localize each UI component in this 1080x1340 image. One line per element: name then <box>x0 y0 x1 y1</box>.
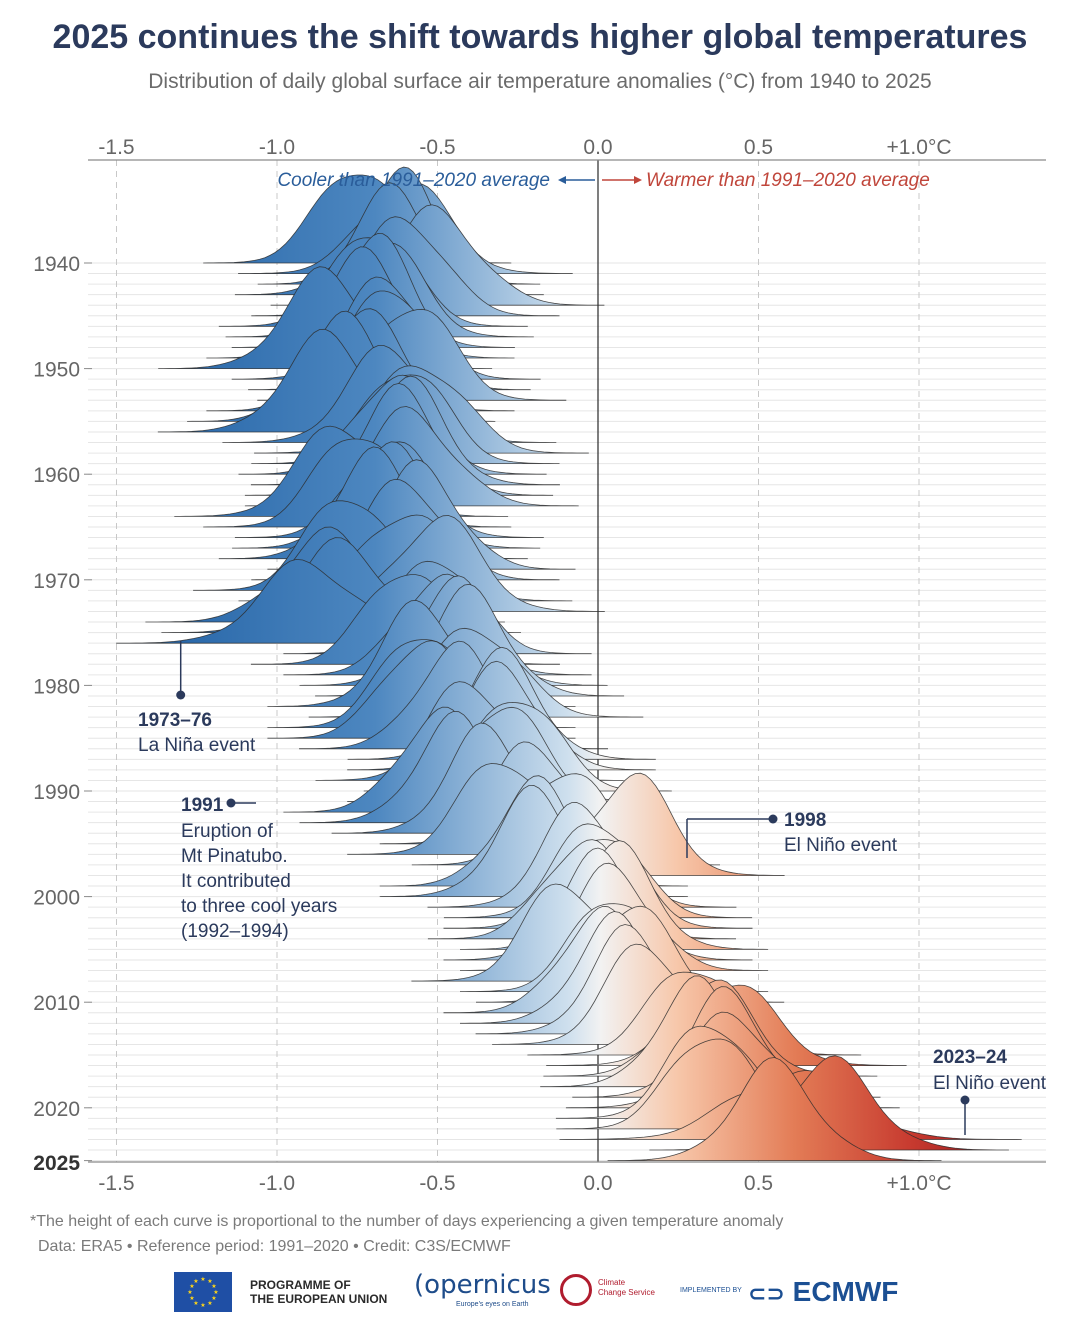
ecmwf-logo: ⊂⊃ ECMWF <box>748 1276 899 1307</box>
svg-text:★: ★ <box>189 1295 194 1302</box>
logo-bar: ★ ★ ★ ★ ★ ★ ★ ★ ★ ★ ★ ★ PROGRAMME OF THE EUROPEA… <box>0 1268 1080 1320</box>
annotation-title: 1991 <box>181 795 224 816</box>
climate-change-service-icon <box>560 1274 592 1306</box>
x-tick-label-top: +1.0°C <box>886 136 951 159</box>
svg-text:★: ★ <box>207 1278 212 1285</box>
cooler-arrow-head <box>558 176 566 184</box>
svg-text:★: ★ <box>189 1283 194 1290</box>
y-tick-label: 1950 <box>33 359 80 382</box>
ridge-2025 <box>607 1057 942 1161</box>
climate-change-service-text: Climate Change Service <box>598 1278 655 1297</box>
annotation-title: 2023–24 <box>933 1047 1007 1068</box>
svg-text:★: ★ <box>207 1300 212 1307</box>
x-tick-label-top: -1.5 <box>98 136 134 159</box>
svg-text:★: ★ <box>200 1302 205 1309</box>
page-title: 2025 continues the shift towards higher … <box>52 18 1028 56</box>
x-tick-label-bottom: 0.5 <box>744 1172 773 1195</box>
svg-text:★: ★ <box>211 1283 216 1290</box>
annotation-text: El Niño event <box>784 835 898 856</box>
annotation-title: 1998 <box>784 810 826 831</box>
x-tick-label-bottom: 0.0 <box>583 1172 612 1195</box>
annotation-title: 1973–76 <box>138 710 212 731</box>
page-subtitle: Distribution of daily global surface air… <box>148 70 932 93</box>
y-tick-label: 2000 <box>33 887 80 910</box>
annotation-text: to three cool years <box>181 896 337 917</box>
x-tick-label-bottom: -0.5 <box>419 1172 455 1195</box>
warmer-arrow-head <box>634 176 642 184</box>
y-tick-label: 1980 <box>33 675 80 698</box>
annotation-text: La Niña event <box>138 735 256 756</box>
y-tick-label: 2020 <box>33 1098 80 1121</box>
annotation-dot <box>176 690 186 700</box>
annotation-dot <box>960 1095 970 1105</box>
ridgeline-chart: -1.5 -1.5 -1.0 -1.0 -0.5 -0.5 0.0 0.0 0.5 0.5 +1.0… <box>33 136 1047 1195</box>
x-tick-label-bottom: -1.0 <box>259 1172 295 1195</box>
svg-text:★: ★ <box>193 1278 198 1285</box>
x-tick-label-bottom: +1.0°C <box>886 1172 951 1195</box>
annotations-layer: 1973–76 La Niña event 1991 Eruption of Mt Pi… <box>138 640 1047 1135</box>
svg-text:★: ★ <box>193 1300 198 1307</box>
annotation-dot <box>768 814 778 824</box>
ridges-layer <box>116 166 1022 1161</box>
y-tick-label: 1940 <box>33 253 80 276</box>
y-tick-label: 1970 <box>33 570 80 593</box>
x-tick-label-bottom: -1.5 <box>98 1172 134 1195</box>
y-tick-label: 2010 <box>33 992 80 1015</box>
footnote: *The height of each curve is proportiona… <box>30 1213 784 1230</box>
svg-text:★: ★ <box>213 1289 218 1296</box>
eu-flag-icon: ★ ★ ★ ★ ★ ★ ★ ★ ★ ★ ★ ★ <box>174 1272 232 1312</box>
annotation-text: El Niño event <box>933 1073 1047 1094</box>
cooler-label: Cooler than 1991–2020 average <box>277 170 550 191</box>
implemented-by-label: IMPLEMENTED BY <box>680 1287 742 1294</box>
svg-text:★: ★ <box>187 1289 192 1296</box>
annotation-text: (1992–1994) <box>181 921 289 942</box>
y-tick-label: 2025 <box>33 1152 80 1175</box>
axes-layer: -1.5 -1.5 -1.0 -1.0 -0.5 -0.5 0.0 0.0 0.5 0.5 +1.0… <box>33 136 1046 1195</box>
annotation-text: It contributed <box>181 871 291 892</box>
x-tick-label-top: 0.0 <box>583 136 612 159</box>
svg-text:★: ★ <box>211 1295 216 1302</box>
source-credit: Data: ERA5 • Reference period: 1991–2020… <box>38 1238 511 1255</box>
x-tick-label-top: 0.5 <box>744 136 773 159</box>
svg-text:★: ★ <box>200 1276 205 1283</box>
copernicus-tagline: Europe's eyes on Earth <box>456 1301 529 1308</box>
annotation-text: Mt Pinatubo. <box>181 846 288 867</box>
x-tick-label-top: -0.5 <box>419 136 455 159</box>
eu-programme-text: PROGRAMME OF THE EUROPEAN UNION <box>250 1278 388 1306</box>
y-tick-label: 1960 <box>33 464 80 487</box>
warmer-label: Warmer than 1991–2020 average <box>646 170 930 191</box>
annotation-text: Eruption of <box>181 821 274 842</box>
y-tick-label: 1990 <box>33 781 80 804</box>
copernicus-logo: (opernicus <box>414 1270 551 1300</box>
x-tick-label-top: -1.0 <box>259 136 295 159</box>
